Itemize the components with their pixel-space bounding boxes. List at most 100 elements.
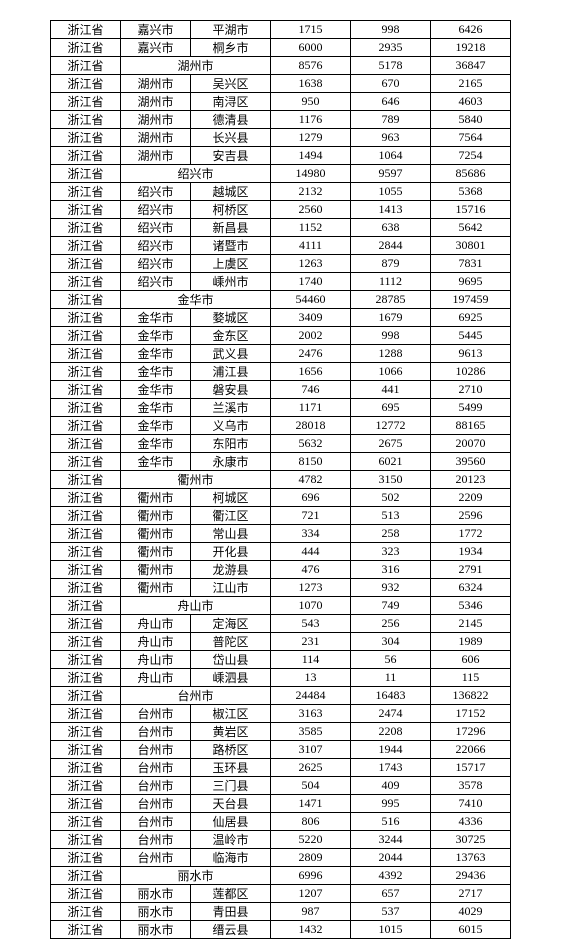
district-cell: 玉环县 [191,759,271,777]
district-cell: 义乌市 [191,417,271,435]
value-cell: 2132 [271,183,351,201]
city-cell: 湖州市 [121,75,191,93]
table-row: 浙江省湖州市长兴县12799637564 [51,129,511,147]
table-row: 浙江省衢州市常山县3342581772 [51,525,511,543]
city-cell: 金华市 [121,453,191,471]
province-cell: 浙江省 [51,201,121,219]
value-cell: 513 [351,507,431,525]
value-cell: 7564 [431,129,511,147]
district-cell: 临海市 [191,849,271,867]
value-cell: 30725 [431,831,511,849]
value-cell: 6925 [431,309,511,327]
city-cell: 金华市 [121,381,191,399]
value-cell: 1015 [351,921,431,939]
value-cell: 1207 [271,885,351,903]
table-row: 浙江省舟山市嵊泗县1311115 [51,669,511,687]
value-cell: 2208 [351,723,431,741]
value-cell: 2596 [431,507,511,525]
city-cell: 绍兴市 [121,183,191,201]
value-cell: 2717 [431,885,511,903]
value-cell: 1944 [351,741,431,759]
district-cell: 缙云县 [191,921,271,939]
value-cell: 1279 [271,129,351,147]
value-cell: 696 [271,489,351,507]
value-cell: 20123 [431,471,511,489]
table-row: 浙江省湖州市德清县11767895840 [51,111,511,129]
value-cell: 7831 [431,255,511,273]
value-cell: 304 [351,633,431,651]
district-cell: 长兴县 [191,129,271,147]
city-cell: 金华市 [121,363,191,381]
value-cell: 9695 [431,273,511,291]
city-cell: 衢州市 [121,489,191,507]
province-cell: 浙江省 [51,507,121,525]
value-cell: 5499 [431,399,511,417]
province-cell: 浙江省 [51,615,121,633]
table-row: 浙江省衢州市4782315020123 [51,471,511,489]
district-cell: 开化县 [191,543,271,561]
value-cell: 28018 [271,417,351,435]
province-cell: 浙江省 [51,39,121,57]
province-cell: 浙江省 [51,597,121,615]
value-cell: 1743 [351,759,431,777]
city-cell: 衢州市 [121,579,191,597]
city-cell: 台州市 [121,849,191,867]
value-cell: 409 [351,777,431,795]
value-cell: 537 [351,903,431,921]
province-cell: 浙江省 [51,849,121,867]
value-cell: 2044 [351,849,431,867]
table-row: 浙江省绍兴市上虞区12638797831 [51,255,511,273]
value-cell: 19218 [431,39,511,57]
value-cell: 316 [351,561,431,579]
table-row: 浙江省丽水市6996439229436 [51,867,511,885]
value-cell: 54460 [271,291,351,309]
district-cell: 定海区 [191,615,271,633]
value-cell: 5632 [271,435,351,453]
value-cell: 11 [351,669,431,687]
value-cell: 638 [351,219,431,237]
value-cell: 10286 [431,363,511,381]
table-row: 浙江省绍兴市新昌县11526385642 [51,219,511,237]
table-row: 浙江省台州市2448416483136822 [51,687,511,705]
table-row: 浙江省嘉兴市平湖市17159986426 [51,21,511,39]
value-cell: 695 [351,399,431,417]
table-row: 浙江省金华市浦江县1656106610286 [51,363,511,381]
table-row: 浙江省台州市仙居县8065164336 [51,813,511,831]
value-cell: 4603 [431,93,511,111]
value-cell: 1176 [271,111,351,129]
value-cell: 7410 [431,795,511,813]
district-cell: 浦江县 [191,363,271,381]
table-row: 浙江省衢州市龙游县4763162791 [51,561,511,579]
value-cell: 516 [351,813,431,831]
value-cell: 5840 [431,111,511,129]
city-cell: 嘉兴市 [121,21,191,39]
table-row: 浙江省金华市永康市8150602139560 [51,453,511,471]
city-cell: 台州市 [121,723,191,741]
value-cell: 721 [271,507,351,525]
city-cell: 丽水市 [121,885,191,903]
value-cell: 6996 [271,867,351,885]
value-cell: 3585 [271,723,351,741]
province-cell: 浙江省 [51,831,121,849]
city-cell: 舟山市 [121,633,191,651]
city-cell: 台州市 [121,705,191,723]
value-cell: 1772 [431,525,511,543]
value-cell: 258 [351,525,431,543]
value-cell: 6426 [431,21,511,39]
value-cell: 29436 [431,867,511,885]
value-cell: 2935 [351,39,431,57]
table-row: 浙江省丽水市缙云县143210156015 [51,921,511,939]
value-cell: 3244 [351,831,431,849]
city-cell: 金华市 [121,309,191,327]
city-cell: 绍兴市 [121,201,191,219]
table-row: 浙江省丽水市莲都区12076572717 [51,885,511,903]
province-cell: 浙江省 [51,291,121,309]
table-row: 浙江省绍兴市嵊州市174011129695 [51,273,511,291]
table-row: 浙江省台州市黄岩区3585220817296 [51,723,511,741]
value-cell: 3150 [351,471,431,489]
value-cell: 806 [271,813,351,831]
province-cell: 浙江省 [51,651,121,669]
district-cell: 平湖市 [191,21,271,39]
table-row: 浙江省嘉兴市桐乡市6000293519218 [51,39,511,57]
table-row: 浙江省台州市玉环县2625174315717 [51,759,511,777]
